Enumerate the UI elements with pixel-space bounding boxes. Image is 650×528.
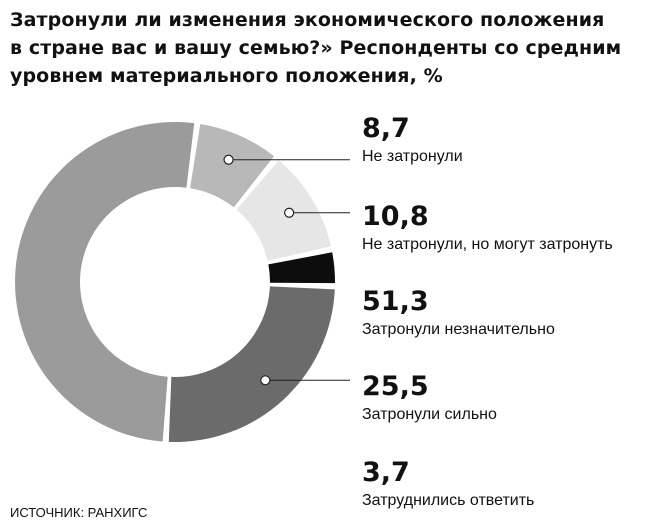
leader-dot-marker — [260, 375, 271, 386]
legend-label: Не затронули — [362, 148, 463, 165]
legend-item: 8,7 Не затронули — [362, 114, 647, 167]
chart-title: Затронули ли изменения экономического по… — [10, 6, 640, 90]
leader-lines — [223, 154, 350, 386]
legend-value: 8,7 — [362, 113, 410, 144]
leader-dot-marker — [223, 154, 234, 165]
slice-не-затронули-но-могут-затронуть — [236, 160, 331, 261]
legend-value: 25,5 — [362, 371, 429, 402]
leader-dot-marker — [284, 207, 295, 218]
slice-не-затронули — [190, 124, 274, 208]
legend-value: 3,7 — [362, 457, 410, 488]
legend-value: 51,3 — [362, 286, 429, 317]
legend-item: 51,3 Затронули незначительно — [362, 287, 647, 340]
legend-label: Затронули незначительно — [362, 321, 555, 338]
chart-title-line: Затронули ли изменения экономического по… — [10, 9, 605, 31]
source-note: ИСТОЧНИК: РАНХИГС — [10, 505, 148, 520]
legend-item: 3,7 Затруднились ответить — [362, 458, 647, 511]
donut-slices — [15, 121, 335, 442]
slice-затронули-незначительно — [15, 121, 195, 442]
legend-label: Затронули сильно — [362, 406, 497, 423]
slice-затронули-сильно — [168, 286, 335, 442]
legend-label: Затруднились ответить — [362, 492, 535, 509]
chart-title-line: в стране вас и вашу семью?» Респонденты … — [10, 37, 622, 59]
legend-item: 10,8 Не затронули, но могут затронуть — [362, 202, 647, 255]
legend-label: Не затронули, но могут затронуть — [362, 236, 613, 253]
legend-item: 25,5 Затронули сильно — [362, 372, 647, 425]
chart-title-line: уровнем материального положения, % — [10, 65, 443, 87]
slice-затруднились-ответить — [268, 252, 335, 284]
legend-value: 10,8 — [362, 201, 429, 232]
